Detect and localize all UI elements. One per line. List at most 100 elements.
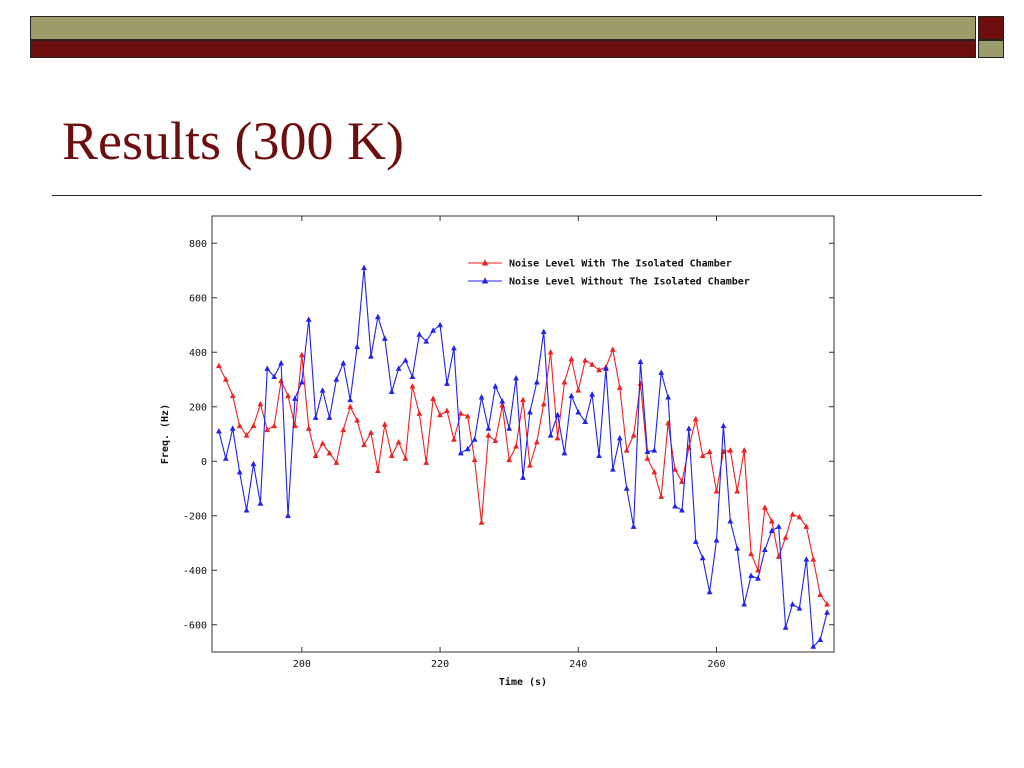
data-point-marker [381,421,388,427]
header-square-red [978,16,1004,40]
data-point-marker [658,493,665,499]
data-point-marker [665,394,672,400]
data-point-marker [236,422,243,429]
series-layer [216,264,830,649]
header-bar-olive [30,16,976,40]
data-point-marker [374,313,381,320]
data-point-marker [305,425,312,431]
chart-container: -600 -400 -200 0 200 400 600 800 200 220 240 260 N… [160,210,840,700]
data-point-marker [527,462,533,468]
header-bar-red [30,40,976,58]
data-point-marker [216,428,222,434]
data-point-marker [810,643,817,649]
data-point-marker [554,411,561,418]
data-point-marker [789,511,796,517]
data-point-marker [361,441,367,448]
data-point-marker [416,331,423,337]
data-point-marker [533,438,540,445]
data-point-marker [741,601,748,607]
data-point-marker [554,434,561,441]
data-point-marker [506,425,513,431]
slide-title: Results (300 K) [62,111,404,171]
series-2 [216,264,830,649]
data-point-marker [216,362,222,369]
data-point-marker [630,523,637,529]
y-tick-label: -200 [183,511,207,522]
data-point-marker [444,407,450,414]
data-point-marker [692,415,699,422]
data-point-marker [824,601,830,607]
data-point-marker [720,422,727,429]
data-point-marker [319,440,326,446]
legend: Noise Level With The Isolated Chamber Noi… [468,258,750,288]
header-square-olive [978,40,1004,58]
data-point-marker [692,538,699,544]
data-point-marker [326,449,333,456]
data-point-marker [278,359,284,366]
data-point-marker [395,365,402,371]
data-point-marker [568,392,575,399]
data-point-marker [464,413,471,419]
data-point-marker [402,455,409,461]
data-point-marker [430,327,437,333]
data-point-marker [589,361,595,367]
data-point-marker [402,357,409,363]
data-point-marker [437,321,443,328]
data-point-marker [257,500,264,506]
data-point-marker [575,387,582,393]
data-point-marker [616,384,623,390]
data-point-marker [374,467,381,474]
data-point-marker [520,396,526,403]
data-point-marker [298,379,305,385]
data-point-marker [609,346,616,352]
legend-label: Noise Level With The Isolated Chamber [509,258,732,270]
data-point-marker [547,349,554,355]
data-point-marker [748,550,754,557]
y-tick-label: 0 [201,457,207,468]
data-point-marker [547,432,554,438]
data-point-marker [271,422,278,429]
data-point-marker [285,392,291,399]
data-point-marker [513,443,519,449]
data-point-marker [457,410,464,416]
data-point-marker [409,383,416,389]
title-divider [52,195,982,196]
data-point-marker [824,609,830,615]
data-point-marker [243,432,250,438]
data-point-marker [679,478,685,484]
data-point-marker [706,448,713,454]
legend-marker [481,259,489,266]
data-point-marker [789,601,796,607]
data-point-marker [506,456,513,463]
data-point-marker [782,534,789,540]
data-point-marker [775,523,782,529]
x-axis-label: Time (s) [499,676,547,688]
data-point-marker [513,374,519,381]
data-point-marker [437,411,443,418]
x-tick-label: 220 [431,659,449,670]
data-point-marker [305,316,312,322]
data-point-marker [499,398,506,404]
data-point-marker [589,391,595,397]
data-point-marker [644,455,651,461]
data-point-marker [430,395,437,401]
data-point-marker [264,426,271,433]
x-tick-label: 200 [293,659,311,670]
data-point-marker [333,459,340,465]
plot-area [211,215,835,653]
y-axis-ticks: -600 -400 -200 0 200 400 600 800 [183,239,834,631]
data-point-marker [768,527,775,533]
y-tick-label: 600 [189,293,207,304]
data-point-marker [451,436,457,442]
legend-label: Noise Level Without The Isolated Chamber [509,276,750,288]
data-point-marker [292,395,298,401]
data-point-marker [762,546,768,553]
data-point-marker [381,335,388,341]
data-point-marker [672,503,678,509]
data-point-marker [713,537,720,543]
x-tick-label: 240 [569,659,587,670]
data-point-marker [333,376,340,382]
data-point-marker [451,344,457,351]
data-point-marker [298,351,305,358]
data-point-marker [762,504,768,510]
